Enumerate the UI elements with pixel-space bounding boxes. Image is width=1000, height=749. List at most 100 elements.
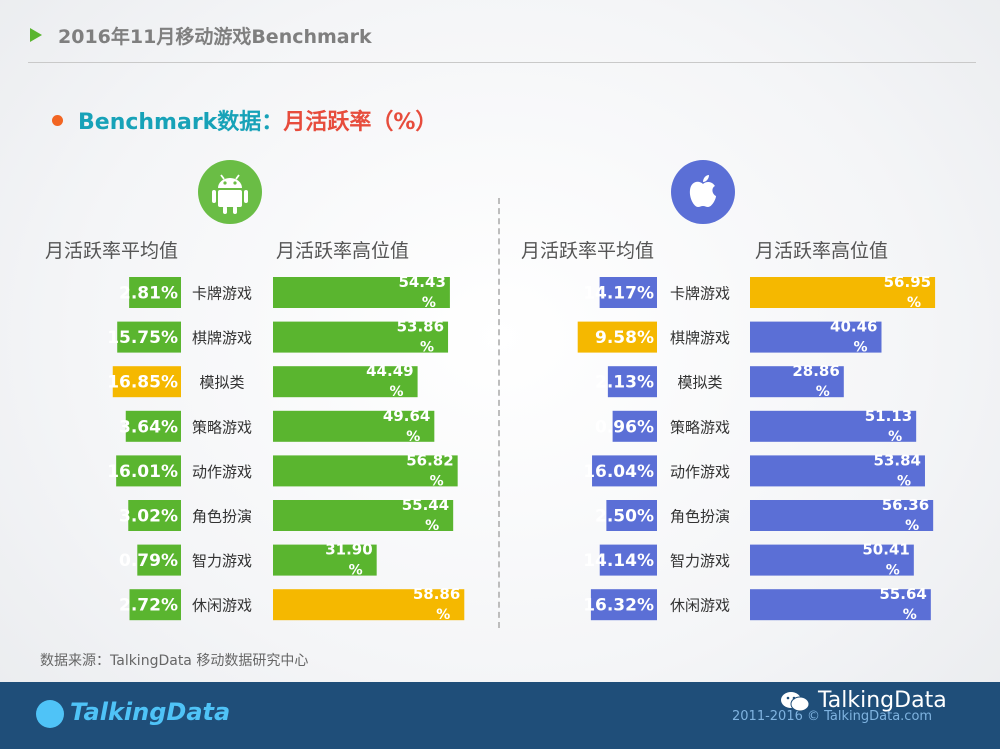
android-avg-bar (117, 321, 181, 353)
android-avg-label: 2.72% (119, 596, 178, 616)
android-icon (198, 160, 262, 224)
android-high-bar (273, 277, 450, 308)
data-source: 数据来源：TalkingData 移动数据研究中心 (40, 653, 309, 669)
subtitle-part1: Benchmark数据： (78, 110, 284, 135)
ios-avg-label: 16.32% (583, 596, 654, 616)
ios-category-label: 策略游戏 (670, 418, 730, 436)
ios-high-label: 55.64 (879, 585, 926, 603)
ios-high-pct-label: % (853, 340, 867, 356)
ios-category-label: 模拟类 (677, 374, 722, 392)
bullet-dot-icon (52, 115, 63, 126)
talkingdata-logo-icon (36, 700, 64, 728)
ios-high-bar (750, 321, 882, 353)
ios-high-label: 53.84 (874, 451, 921, 469)
header-divider (28, 62, 976, 63)
android-category-label: 休闲游戏 (192, 597, 252, 615)
android-avg-title: 月活跃率平均值 (45, 240, 179, 262)
ios-high-pct-label: % (897, 473, 911, 489)
footer-bar: TalkingData 2011-2016 © TalkingData.com (0, 682, 1000, 749)
footer-copyright: 2011-2016 © TalkingData.com (732, 709, 933, 724)
android-high-bar (273, 410, 435, 442)
apple-icon (671, 160, 735, 224)
android-avg-bar (129, 589, 181, 621)
android-high-bar (273, 500, 454, 531)
ios-avg-bar (590, 589, 657, 621)
section-subtitle: Benchmark数据：月活跃率（%） (52, 104, 437, 136)
ios-avg-bar (599, 544, 657, 576)
footer-logo-text: TalkingData (70, 698, 231, 726)
ios-category-label: 卡牌游戏 (670, 285, 730, 303)
ios-high-bar (750, 544, 914, 576)
android-high-pct-label: % (436, 607, 450, 623)
android-avg-label: 2.81% (119, 284, 178, 304)
ios-avg-bar (592, 455, 657, 487)
android-avg-bar (112, 366, 181, 398)
wechat-label: TalkingData (818, 688, 947, 713)
ios-high-label: 56.36 (882, 496, 929, 514)
android-category-label: 模拟类 (199, 374, 244, 392)
ios-avg-label: 16.04% (583, 462, 654, 482)
android-high-bar (273, 321, 449, 353)
ios-avg-bar (607, 366, 657, 398)
ios-high-bar (750, 500, 934, 531)
ios-high-label: 50.41 (862, 541, 909, 559)
android-high-pct-label: % (406, 429, 420, 445)
android-category-label: 卡牌游戏 (192, 285, 252, 303)
ios-category-label: 休闲游戏 (670, 597, 730, 615)
ios-high-label: 56.95 (884, 273, 931, 291)
android-avg-label: 16.85% (107, 373, 178, 393)
ios-high-bar (750, 589, 931, 621)
android-avg-label: 16.01% (107, 462, 178, 482)
android-high-bar (273, 544, 377, 576)
header: 2016年11月移动游戏Benchmark (0, 0, 1000, 64)
wechat-badge: TalkingData (780, 688, 970, 718)
ios-category-label: 角色扮演 (670, 508, 730, 526)
ios-avg-label: 9.58% (595, 328, 654, 348)
android-category-label: 角色扮演 (192, 508, 252, 526)
ios-avg-label: 0.96% (595, 417, 654, 437)
android-high-pct-label: % (349, 563, 363, 579)
android-avg-bar (128, 500, 181, 531)
ios-high-label: 28.86 (792, 362, 839, 380)
android-high-title: 月活跃率高位值 (276, 240, 410, 262)
ios-avg-label: 2.50% (595, 507, 654, 527)
android-high-label: 58.86 (413, 585, 460, 603)
subtitle-part2: 月活跃率（%） (283, 110, 438, 135)
android-high-bar (273, 589, 465, 621)
ios-avg-label: 2.13% (595, 373, 654, 393)
ios-category-label: 智力游戏 (670, 552, 730, 570)
android-high-label: 54.43 (398, 273, 445, 291)
ios-high-pct-label: % (905, 518, 919, 534)
android-avg-label: 3.64% (119, 417, 178, 437)
android-high-label: 49.64 (383, 407, 430, 425)
android-avg-label: 15.75% (107, 328, 178, 348)
android-high-label: 56.82 (406, 451, 453, 469)
android-avg-bar (125, 410, 181, 442)
ios-high-bar (750, 410, 917, 442)
ios-avg-label: 14.14% (583, 551, 654, 571)
android-high-label: 55.44 (402, 496, 449, 514)
android-high-label: 44.49 (366, 362, 413, 380)
android-avg-bar (137, 544, 181, 576)
android-avg-bar (129, 277, 181, 308)
android-high-bar (273, 366, 418, 398)
ios-high-label: 51.13 (865, 407, 912, 425)
android-high-label: 53.86 (397, 318, 444, 336)
wechat-icon (781, 692, 810, 712)
ios-category-label: 动作游戏 (670, 463, 730, 481)
android-high-pct-label: % (425, 518, 439, 534)
android-high-pct-label: % (390, 384, 404, 400)
ios-high-pct-label: % (903, 607, 917, 623)
ios-high-pct-label: % (907, 295, 921, 311)
platform-divider (498, 198, 500, 628)
ios-high-pct-label: % (888, 429, 902, 445)
ios-high-title: 月活跃率高位值 (755, 240, 889, 262)
page-title: 2016年11月移动游戏Benchmark (58, 26, 372, 48)
android-high-bar (273, 455, 458, 487)
android-avg-label: 0.79% (119, 551, 178, 571)
ios-high-label: 40.46 (830, 318, 877, 336)
android-high-pct-label: % (422, 295, 436, 311)
android-category-label: 棋牌游戏 (192, 329, 252, 347)
android-category-label: 动作游戏 (192, 463, 252, 481)
